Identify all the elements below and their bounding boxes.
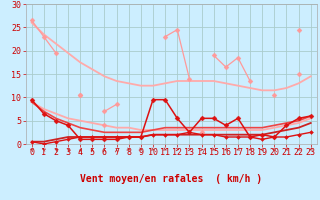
X-axis label: Vent moyen/en rafales  ( km/h ): Vent moyen/en rafales ( km/h ) xyxy=(80,174,262,184)
